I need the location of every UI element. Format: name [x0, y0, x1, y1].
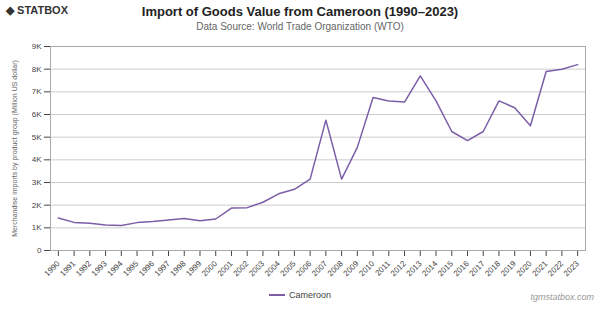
- html-text:◆ STATBOX: ◆ STATBOX: [6, 4, 68, 16]
- svg-text:2017: 2017: [467, 259, 486, 278]
- svg-text:2022: 2022: [546, 259, 565, 278]
- svg-text:2006: 2006: [294, 259, 313, 278]
- svg-text:2016: 2016: [452, 259, 471, 278]
- svg-text:9K: 9K: [32, 42, 42, 51]
- svg-text:1991: 1991: [58, 259, 77, 278]
- svg-text:2019: 2019: [499, 259, 518, 278]
- html-text:tgmstatbox.com: tgmstatbox.com: [530, 292, 594, 302]
- svg-text:2014: 2014: [420, 259, 439, 278]
- svg-text:5K: 5K: [32, 133, 42, 142]
- svg-text:2K: 2K: [32, 201, 42, 210]
- svg-text:2013: 2013: [405, 259, 424, 278]
- svg-text:2005: 2005: [279, 259, 298, 278]
- svg-text:1997: 1997: [153, 259, 172, 278]
- html-text:Cameroon: Cameroon: [289, 290, 331, 300]
- svg-text:1996: 1996: [137, 259, 156, 278]
- svg-text:2010: 2010: [357, 259, 376, 278]
- svg-text:7K: 7K: [32, 87, 42, 96]
- html-text:Data Source: World Trade Organ: Data Source: World Trade Organization (W…: [196, 21, 404, 32]
- svg-text:2002: 2002: [231, 259, 250, 278]
- svg-text:1993: 1993: [90, 259, 109, 278]
- svg-text:2003: 2003: [247, 259, 266, 278]
- svg-text:2008: 2008: [326, 259, 345, 278]
- svg-text:1995: 1995: [121, 259, 140, 278]
- svg-text:2001: 2001: [216, 259, 235, 278]
- svg-text:1K: 1K: [32, 223, 42, 232]
- svg-text:0: 0: [37, 246, 42, 255]
- svg-text:1998: 1998: [169, 259, 188, 278]
- svg-text:2021: 2021: [530, 259, 549, 278]
- svg-text:1992: 1992: [74, 259, 93, 278]
- svg-text:2007: 2007: [310, 259, 329, 278]
- svg-text:2000: 2000: [200, 259, 219, 278]
- svg-text:2015: 2015: [436, 259, 455, 278]
- svg-text:Merchandise imports by product: Merchandise imports by product group (Mi…: [11, 60, 19, 237]
- svg-text:2009: 2009: [342, 259, 361, 278]
- svg-text:8K: 8K: [32, 65, 42, 74]
- svg-text:1994: 1994: [106, 259, 125, 278]
- svg-text:1999: 1999: [184, 259, 203, 278]
- svg-text:6K: 6K: [32, 110, 42, 119]
- svg-text:1990: 1990: [43, 259, 62, 278]
- svg-text:2023: 2023: [562, 259, 581, 278]
- svg-text:2012: 2012: [389, 259, 408, 278]
- svg-text:3K: 3K: [32, 178, 42, 187]
- svg-text:2011: 2011: [374, 259, 393, 278]
- svg-text:2004: 2004: [263, 259, 282, 278]
- html-text:Import of Goods Value from Cam: Import of Goods Value from Cameroon (199…: [141, 4, 459, 19]
- svg-text:2020: 2020: [515, 259, 534, 278]
- svg-text:4K: 4K: [32, 155, 42, 164]
- svg-text:2018: 2018: [483, 259, 502, 278]
